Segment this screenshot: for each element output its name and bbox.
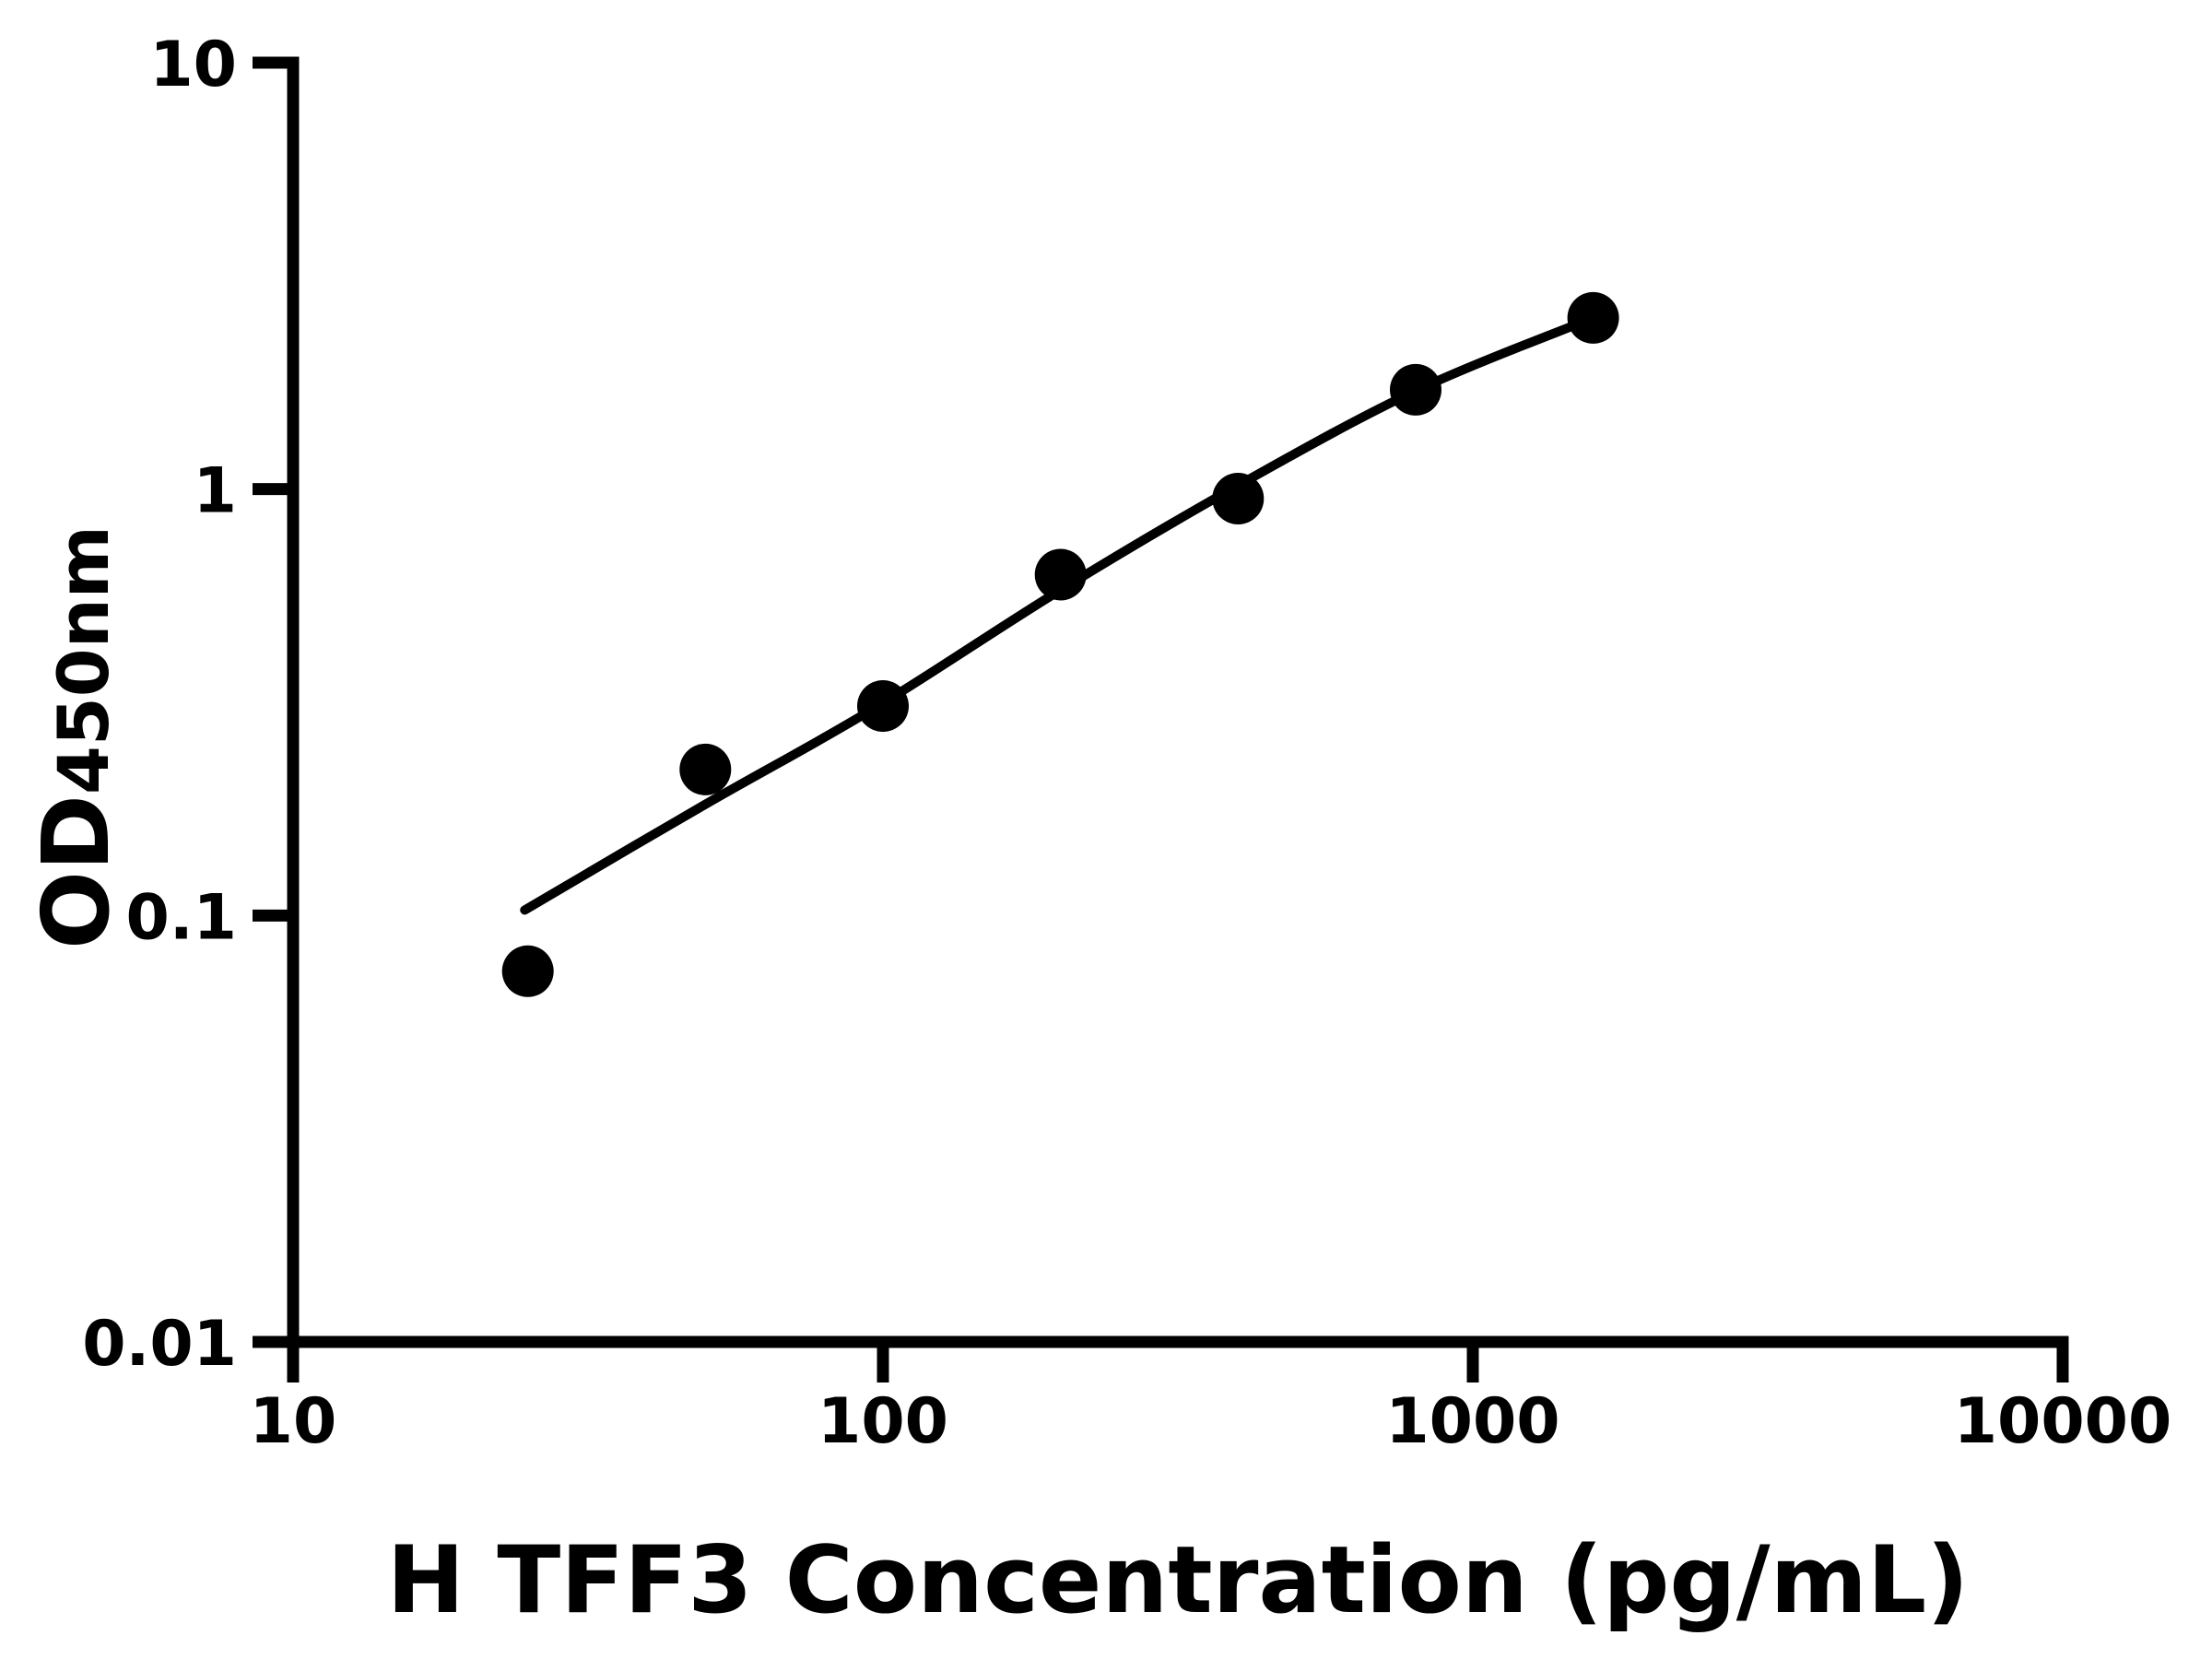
y-tick-label-1: 1 <box>194 455 237 528</box>
y-tick-label-10: 10 <box>149 29 237 101</box>
data-point-layer <box>501 291 1619 997</box>
data-point-100 <box>857 680 909 732</box>
data-point-1600 <box>1567 291 1619 344</box>
data-point-200 <box>1034 548 1087 601</box>
x-tick-label-100: 100 <box>818 1385 948 1458</box>
y-axis-title-main: OD <box>22 794 130 949</box>
axis-layer <box>287 56 2069 1348</box>
tick-label-layer: 10 100 1000 10000 0.01 0.1 1 10 <box>82 29 2171 1458</box>
tick-layer <box>253 56 2069 1382</box>
x-tick-label-10000: 10000 <box>1954 1385 2172 1458</box>
data-point-25 <box>501 945 554 997</box>
x-axis-title: H TFF3 Concentration (pg/mL) <box>387 1525 1970 1634</box>
data-point-50 <box>679 743 732 795</box>
x-tick-label-10: 10 <box>250 1385 337 1458</box>
y-tick-label-0.01: 0.01 <box>82 1308 237 1381</box>
y-tick-label-0.1: 0.1 <box>126 881 237 954</box>
data-point-400 <box>1212 473 1265 524</box>
y-axis-title: OD450nm <box>22 525 130 949</box>
x-tick-label-1000: 1000 <box>1385 1385 1559 1458</box>
data-point-800 <box>1390 363 1441 416</box>
y-axis-title-subscript: 450nm <box>42 525 124 794</box>
